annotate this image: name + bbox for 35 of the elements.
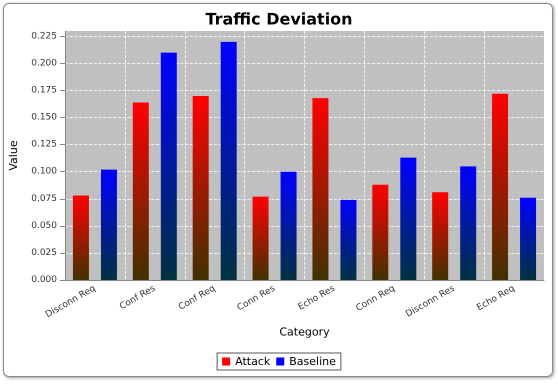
bar	[492, 94, 508, 280]
y-axis-title: Value	[7, 140, 20, 171]
y-tick-label: 0.175	[31, 86, 57, 96]
bar	[460, 166, 476, 280]
x-tick-label: Conn Req	[354, 284, 397, 314]
bar	[252, 196, 269, 280]
bar	[520, 198, 536, 280]
y-tick-label: 0.025	[31, 248, 57, 258]
y-tick-label: 0.050	[31, 220, 58, 231]
x-tick-label: Echo Res	[296, 284, 338, 313]
x-tick-label: Echo Req	[475, 284, 517, 314]
bar	[160, 52, 177, 280]
bar	[312, 98, 328, 280]
legend-label: Baseline	[289, 355, 336, 368]
bar	[220, 42, 237, 280]
y-tick-label: 0.150	[31, 112, 58, 123]
bar	[372, 184, 388, 280]
bar	[72, 196, 89, 280]
y-tick-label: 0.200	[31, 58, 58, 68]
x-tick-label: Conn Res	[236, 284, 278, 314]
bar	[132, 102, 149, 280]
y-tick-label: 0.125	[31, 140, 57, 150]
bar	[400, 158, 416, 280]
bar	[280, 172, 297, 280]
x-axis-title: Category	[279, 325, 330, 338]
y-tick-label: 0.100	[31, 166, 58, 177]
y-tick-label: 0.000	[31, 275, 58, 285]
chart-title: Traffic Deviation	[205, 10, 353, 28]
y-tick-label: 0.075	[31, 194, 57, 204]
y-tick-label: 0.225	[31, 31, 57, 42]
bar	[192, 96, 209, 280]
bar	[432, 192, 448, 280]
bar	[100, 170, 117, 280]
bar	[340, 200, 356, 280]
legend-label: Attack	[235, 355, 271, 368]
